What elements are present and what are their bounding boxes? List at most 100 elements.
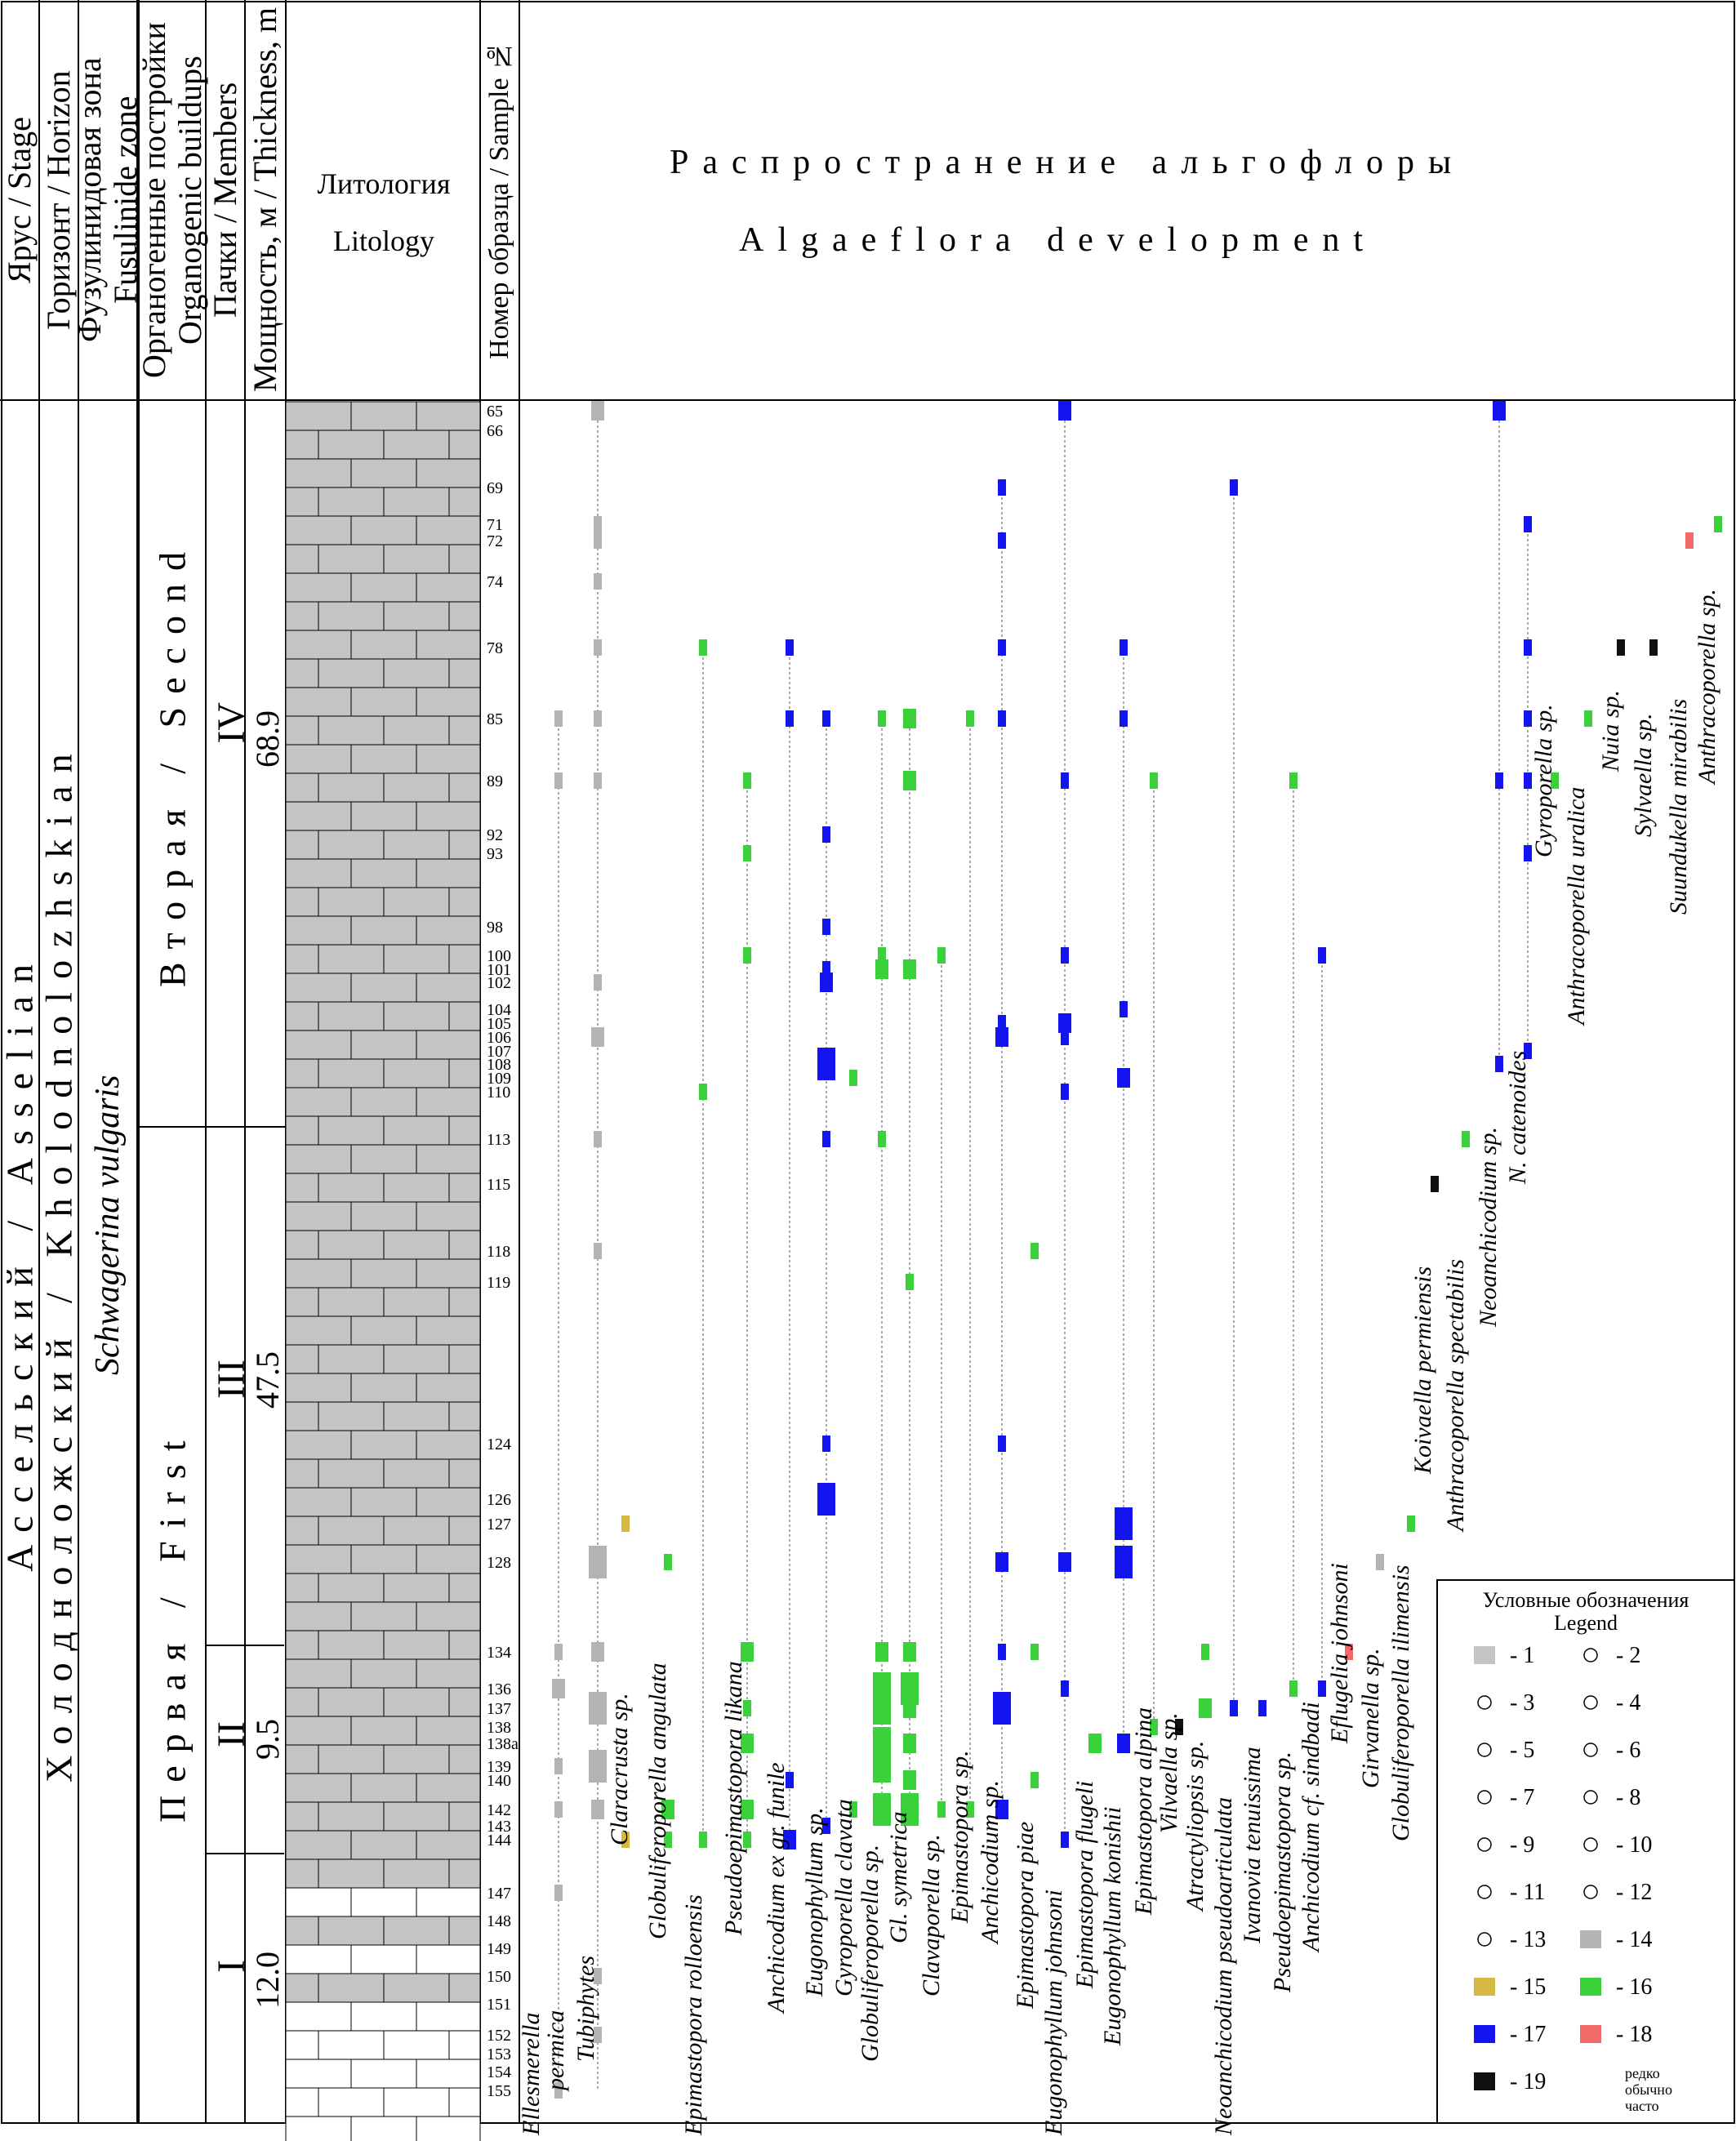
occurrence-mark xyxy=(741,1734,754,1753)
sample-label: 93 xyxy=(487,845,503,863)
occurrence-mark xyxy=(743,1700,751,1716)
occurrence-mark xyxy=(783,1830,796,1849)
lithology-bed xyxy=(285,1687,481,1717)
occurrence-mark xyxy=(998,479,1006,496)
taxon-label: Anthracoporella sp. xyxy=(1694,589,1720,786)
sample-label: 138 xyxy=(487,1719,511,1737)
occurrence-mark xyxy=(937,1801,946,1818)
legend-abundance: редко xyxy=(1625,2065,1660,2081)
lithology-bed xyxy=(285,858,481,888)
lithology-bed xyxy=(285,1115,481,1146)
occurrence-mark xyxy=(741,1800,754,1819)
taxon-label: Globuliferoporella sp. xyxy=(857,1845,884,2062)
lithology-bed xyxy=(285,687,481,717)
occurrence-mark xyxy=(554,1758,563,1774)
occurrence-mark xyxy=(903,1642,916,1662)
legend-label: - 4 xyxy=(1616,1690,1640,1716)
occurrence-mark xyxy=(594,710,602,727)
members-header: Пачки / Members xyxy=(207,82,243,318)
occurrence-mark xyxy=(998,1644,1006,1660)
sample-label: 147 xyxy=(487,1885,511,1903)
zone-header: Фузулинидовая зона Fusulinide zone xyxy=(71,57,144,343)
taxon-label: Neoanchicodium pseudoarticulata xyxy=(1210,1797,1237,2136)
member-II-thickness: 9.5 xyxy=(249,1719,286,1760)
buildup-second: Вторая / Second xyxy=(151,539,194,988)
lithology-bed xyxy=(285,601,481,631)
occurrence-mark xyxy=(998,639,1006,656)
occurrence-mark xyxy=(786,1772,794,1788)
lithology-bed xyxy=(285,1658,481,1689)
sample-label: 134 xyxy=(487,1644,511,1662)
occurrence-mark xyxy=(1584,710,1592,727)
occurrence-mark xyxy=(1431,1176,1439,1192)
sample-label: 142 xyxy=(487,1801,511,1819)
lithology-bed xyxy=(285,2087,481,2117)
sample-label: 152 xyxy=(487,2027,511,2045)
occurrence-mark xyxy=(1524,845,1532,861)
occurrence-mark xyxy=(903,771,916,790)
legend-swatch xyxy=(1580,2025,1601,2043)
occurrence-mark xyxy=(903,1770,916,1790)
occurrence-mark xyxy=(699,639,707,656)
legend-label: - 14 xyxy=(1616,1927,1652,1952)
member-III: III xyxy=(210,1360,253,1399)
legend-swatch xyxy=(1580,1930,1601,1948)
occurrence-mark xyxy=(664,1554,672,1570)
lithology-bed xyxy=(285,1716,481,1746)
lithology-bed xyxy=(285,915,481,946)
occurrence-mark xyxy=(1495,772,1503,789)
occurrence-mark xyxy=(1150,1719,1158,1735)
occurrence-mark xyxy=(589,1692,607,1725)
sample-label: 98 xyxy=(487,919,503,937)
legend-label: - 7 xyxy=(1510,1785,1534,1810)
lithology-bed xyxy=(285,1487,481,1517)
occurrence-mark xyxy=(594,974,602,990)
occurrence-mark xyxy=(554,710,563,727)
taxon-label: Epimastopora piae xyxy=(1012,1822,1039,2010)
lithology-bed xyxy=(285,1887,481,1917)
lithology-bed xyxy=(285,973,481,1003)
zone-value: Schwagerina vulgaris xyxy=(89,1075,127,1375)
legend-swatch xyxy=(1474,2025,1495,2043)
lithology-bed xyxy=(285,2030,481,2060)
lithology-bed xyxy=(285,1801,481,1832)
occurrence-mark xyxy=(661,1800,674,1819)
legend-label: - 5 xyxy=(1510,1738,1534,1763)
lithology-bed xyxy=(285,1458,481,1489)
occurrence-mark xyxy=(621,1516,630,1532)
lithology-bed xyxy=(285,458,481,488)
lithology-bed xyxy=(285,515,481,545)
occurrence-mark xyxy=(878,1131,886,1147)
occurrence-mark xyxy=(741,1642,754,1662)
sample-label: 66 xyxy=(487,422,503,440)
occurrence-mark xyxy=(1030,1772,1039,1788)
lithology-bed xyxy=(285,1030,481,1060)
sample-label: 153 xyxy=(487,2045,511,2063)
sample-label: 85 xyxy=(487,710,503,728)
lithology-bed xyxy=(285,487,481,517)
occurrence-mark xyxy=(699,1832,707,1848)
lithology-bed xyxy=(285,1516,481,1546)
occurrence-mark xyxy=(1150,772,1158,789)
chart-title-ru: Распространение альгофлоры xyxy=(670,144,1466,181)
legend-label: - 2 xyxy=(1616,1643,1640,1668)
occurrence-mark xyxy=(1685,532,1694,549)
occurrence-mark xyxy=(998,532,1006,549)
occurrence-mark xyxy=(786,710,794,727)
sample-label: 139 xyxy=(487,1758,511,1776)
sample-label: 71 xyxy=(487,516,503,534)
sample-label: 72 xyxy=(487,532,503,550)
occurrence-mark xyxy=(1318,1680,1326,1697)
lithology-bed xyxy=(285,1315,481,1346)
occurrence-mark xyxy=(591,1800,604,1819)
lithology-bed xyxy=(285,772,481,803)
occurrence-mark xyxy=(1617,639,1625,656)
sample-label: 140 xyxy=(487,1772,511,1790)
lithology-bed xyxy=(285,1944,481,1974)
sample-label: 126 xyxy=(487,1491,511,1509)
legend-abundance: обычно xyxy=(1625,2081,1672,2098)
legend-label: - 3 xyxy=(1510,1690,1534,1716)
thickness-header: Мощность, м / Thickness, m xyxy=(247,7,283,393)
occurrence-mark xyxy=(998,1435,1006,1452)
